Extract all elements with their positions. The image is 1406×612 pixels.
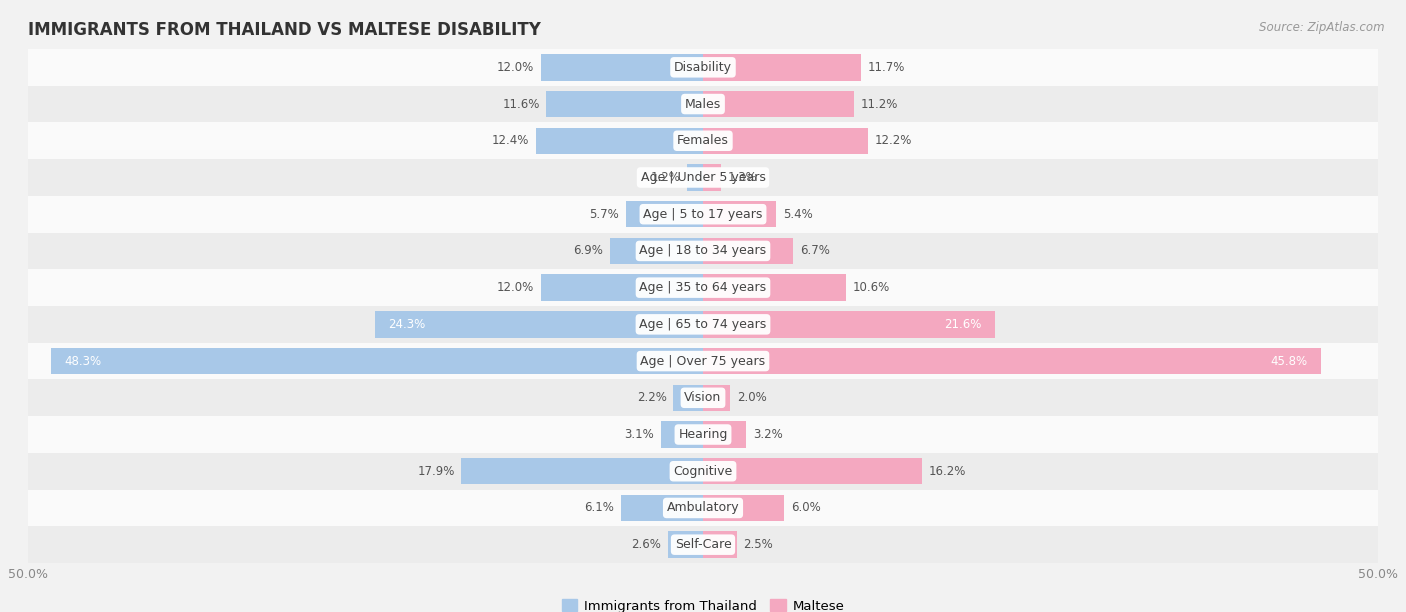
Text: 21.6%: 21.6% bbox=[943, 318, 981, 331]
Text: 10.6%: 10.6% bbox=[853, 281, 890, 294]
Text: Age | 5 to 17 years: Age | 5 to 17 years bbox=[644, 207, 762, 221]
Text: Age | 65 to 74 years: Age | 65 to 74 years bbox=[640, 318, 766, 331]
Text: 6.7%: 6.7% bbox=[800, 244, 830, 258]
Text: 11.2%: 11.2% bbox=[860, 97, 898, 111]
Bar bbox=[703, 311, 994, 338]
Bar bbox=[28, 122, 1378, 159]
Text: Age | Under 5 years: Age | Under 5 years bbox=[641, 171, 765, 184]
Bar bbox=[703, 54, 860, 81]
Bar bbox=[703, 494, 785, 521]
Text: 17.9%: 17.9% bbox=[418, 465, 454, 478]
Text: Age | Over 75 years: Age | Over 75 years bbox=[641, 354, 765, 368]
Text: 1.3%: 1.3% bbox=[727, 171, 756, 184]
Text: 12.2%: 12.2% bbox=[875, 134, 912, 147]
Text: 3.1%: 3.1% bbox=[624, 428, 654, 441]
Text: 2.5%: 2.5% bbox=[744, 538, 773, 551]
Text: Self-Care: Self-Care bbox=[675, 538, 731, 551]
Text: 48.3%: 48.3% bbox=[65, 354, 101, 368]
Bar bbox=[28, 196, 1378, 233]
Text: Age | 35 to 64 years: Age | 35 to 64 years bbox=[640, 281, 766, 294]
Text: Vision: Vision bbox=[685, 391, 721, 405]
Bar bbox=[686, 164, 703, 191]
Bar bbox=[661, 421, 703, 448]
Bar bbox=[541, 54, 703, 81]
Bar bbox=[28, 453, 1378, 490]
Bar bbox=[703, 348, 1322, 375]
Text: 6.9%: 6.9% bbox=[574, 244, 603, 258]
Text: 11.7%: 11.7% bbox=[868, 61, 905, 74]
Bar bbox=[461, 458, 703, 485]
Text: 16.2%: 16.2% bbox=[928, 465, 966, 478]
Bar bbox=[673, 384, 703, 411]
Text: 6.0%: 6.0% bbox=[790, 501, 821, 515]
Bar bbox=[703, 384, 730, 411]
Text: Age | 18 to 34 years: Age | 18 to 34 years bbox=[640, 244, 766, 258]
Text: 6.1%: 6.1% bbox=[583, 501, 614, 515]
Text: 1.2%: 1.2% bbox=[650, 171, 681, 184]
Bar bbox=[620, 494, 703, 521]
Text: 24.3%: 24.3% bbox=[388, 318, 426, 331]
Bar bbox=[703, 237, 793, 264]
Bar bbox=[28, 306, 1378, 343]
Text: Disability: Disability bbox=[673, 61, 733, 74]
Bar bbox=[547, 91, 703, 118]
Bar bbox=[28, 526, 1378, 563]
Bar bbox=[703, 91, 855, 118]
Bar bbox=[703, 127, 868, 154]
Text: Hearing: Hearing bbox=[678, 428, 728, 441]
Text: 5.7%: 5.7% bbox=[589, 207, 619, 221]
Bar bbox=[28, 490, 1378, 526]
Text: 12.0%: 12.0% bbox=[498, 61, 534, 74]
Text: 2.2%: 2.2% bbox=[637, 391, 666, 405]
Bar bbox=[28, 233, 1378, 269]
Text: 45.8%: 45.8% bbox=[1271, 354, 1308, 368]
Text: 2.6%: 2.6% bbox=[631, 538, 661, 551]
Bar bbox=[536, 127, 703, 154]
Text: Females: Females bbox=[678, 134, 728, 147]
Bar bbox=[28, 379, 1378, 416]
Bar bbox=[51, 348, 703, 375]
Bar bbox=[703, 164, 720, 191]
Bar bbox=[375, 311, 703, 338]
Bar bbox=[541, 274, 703, 301]
Bar bbox=[28, 416, 1378, 453]
Bar bbox=[28, 269, 1378, 306]
Bar bbox=[28, 159, 1378, 196]
Bar bbox=[703, 421, 747, 448]
Text: 2.0%: 2.0% bbox=[737, 391, 766, 405]
Bar bbox=[703, 458, 922, 485]
Bar bbox=[703, 201, 776, 228]
Text: IMMIGRANTS FROM THAILAND VS MALTESE DISABILITY: IMMIGRANTS FROM THAILAND VS MALTESE DISA… bbox=[28, 21, 541, 39]
Text: 11.6%: 11.6% bbox=[502, 97, 540, 111]
Text: Cognitive: Cognitive bbox=[673, 465, 733, 478]
Bar bbox=[28, 86, 1378, 122]
Text: 12.4%: 12.4% bbox=[492, 134, 529, 147]
Text: 5.4%: 5.4% bbox=[783, 207, 813, 221]
Bar bbox=[28, 343, 1378, 379]
Bar bbox=[703, 274, 846, 301]
Bar bbox=[668, 531, 703, 558]
Text: Ambulatory: Ambulatory bbox=[666, 501, 740, 515]
Bar bbox=[703, 531, 737, 558]
Text: 12.0%: 12.0% bbox=[498, 281, 534, 294]
Bar bbox=[28, 49, 1378, 86]
Bar bbox=[610, 237, 703, 264]
Legend: Immigrants from Thailand, Maltese: Immigrants from Thailand, Maltese bbox=[557, 594, 849, 612]
Bar bbox=[626, 201, 703, 228]
Text: Source: ZipAtlas.com: Source: ZipAtlas.com bbox=[1260, 21, 1385, 34]
Text: Males: Males bbox=[685, 97, 721, 111]
Text: 3.2%: 3.2% bbox=[754, 428, 783, 441]
